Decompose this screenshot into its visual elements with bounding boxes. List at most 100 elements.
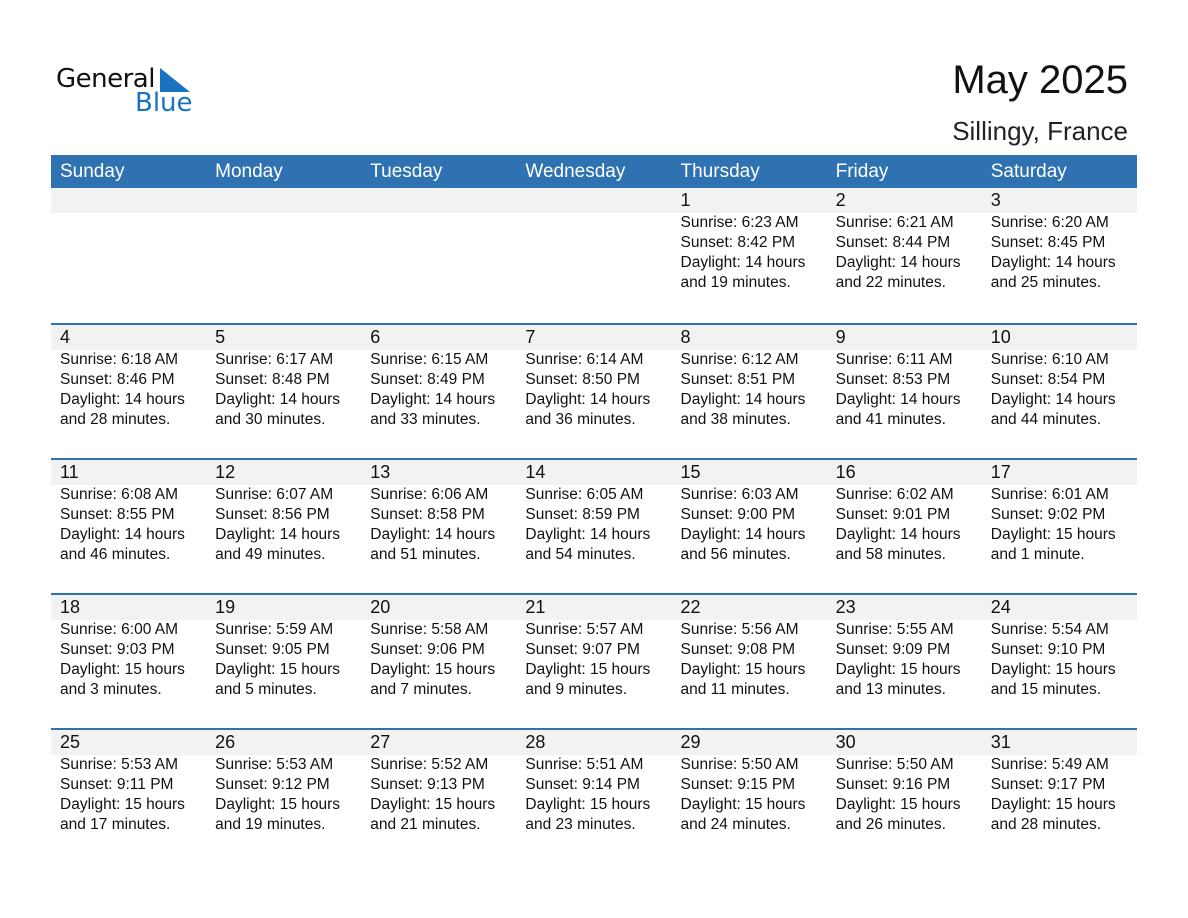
day-cell: 1 Sunrise: 6:23 AM Sunset: 8:42 PM Daylight… [672,188,827,323]
day-cell: 15 Sunrise: 6:03 AM Sunset: 9:00 PM Dayligh… [672,460,827,593]
day-number: 11 [60,462,79,482]
daylight-minutes-text: and 15 minutes. [990,681,1102,698]
sunset-text: Sunset: 8:54 PM [990,371,1106,388]
daylight-minutes-text: and 25 minutes. [990,274,1102,291]
sunset-text: Sunset: 9:10 PM [990,641,1106,658]
day-info: Sunrise: 5:59 AM Sunset: 9:05 PM Daylight:… [215,620,361,700]
day-number: 27 [370,732,391,752]
sunset-text: Sunset: 9:00 PM [680,506,796,523]
day-info: Sunrise: 6:17 AM Sunset: 8:48 PM Daylight:… [215,350,361,430]
daylight-minutes-text: and 24 minutes. [680,816,791,833]
day-number: 20 [370,597,391,617]
day-number: 7 [525,327,536,347]
daylight-minutes-text: and 28 minutes. [60,411,171,428]
day-cell: 13 Sunrise: 6:06 AM Sunset: 8:58 PM Dayligh… [361,460,516,593]
sunrise-text: Sunrise: 6:18 AM [60,351,179,368]
day-cell: 3 Sunrise: 6:20 AM Sunset: 8:45 PM Daylight… [982,188,1137,323]
daylight-text: Daylight: 14 hours [835,391,961,408]
day-info: Sunrise: 5:53 AM Sunset: 9:12 PM Daylight:… [215,755,361,835]
day-info: Sunrise: 5:55 AM Sunset: 9:09 PM Daylight:… [836,620,982,700]
day-cell: 29 Sunrise: 5:50 AM Sunset: 9:15 PM Dayligh… [672,730,827,863]
day-cell: 23 Sunrise: 5:55 AM Sunset: 9:09 PM Dayligh… [827,595,982,728]
daylight-text: Daylight: 15 hours [835,796,961,813]
day-cell: 26 Sunrise: 5:53 AM Sunset: 9:12 PM Dayligh… [206,730,361,863]
weekday-monday: Monday [215,161,283,182]
sunset-text: Sunset: 9:09 PM [835,641,951,658]
daylight-text: Daylight: 15 hours [990,796,1116,813]
calendar-week: 4 Sunrise: 6:18 AM Sunset: 8:46 PM Daylight… [51,323,1137,458]
weekday-thursday: Thursday [680,161,760,182]
weekday-tuesday: Tuesday [370,161,443,182]
sunrise-text: Sunrise: 6:23 AM [680,214,799,231]
day-info: Sunrise: 6:07 AM Sunset: 8:56 PM Daylight:… [215,485,361,565]
daylight-text: Daylight: 15 hours [370,661,496,678]
calendar: Sunday Monday Tuesday Wednesday Thursday… [51,155,1137,863]
day-number: 8 [680,327,691,347]
daylight-minutes-text: and 30 minutes. [215,411,326,428]
day-info: Sunrise: 6:00 AM Sunset: 9:03 PM Daylight:… [60,620,206,700]
sunset-text: Sunset: 8:48 PM [215,371,330,388]
daylight-text: Daylight: 14 hours [835,254,961,271]
sunrise-text: Sunrise: 6:06 AM [370,486,489,503]
day-cell: 30 Sunrise: 5:50 AM Sunset: 9:16 PM Dayligh… [827,730,982,863]
day-cell: 28 Sunrise: 5:51 AM Sunset: 9:14 PM Dayligh… [516,730,671,863]
day-number: 12 [215,462,236,482]
logo-text-blue: Blue [135,88,193,118]
daylight-minutes-text: and 21 minutes. [370,816,481,833]
day-info: Sunrise: 6:11 AM Sunset: 8:53 PM Daylight:… [836,350,982,430]
day-number: 30 [835,732,856,752]
sunset-text: Sunset: 9:06 PM [370,641,485,658]
daylight-text: Daylight: 14 hours [680,254,806,271]
day-info: Sunrise: 6:10 AM Sunset: 8:54 PM Daylight:… [991,350,1137,430]
daylight-text: Daylight: 15 hours [835,661,961,678]
calendar-week: 25 Sunrise: 5:53 AM Sunset: 9:11 PM Dayligh… [51,728,1137,863]
day-cell: 25 Sunrise: 5:53 AM Sunset: 9:11 PM Dayligh… [51,730,206,863]
day-info: Sunrise: 5:58 AM Sunset: 9:06 PM Daylight:… [370,620,516,700]
day-cell: 4 Sunrise: 6:18 AM Sunset: 8:46 PM Daylight… [51,325,206,458]
day-number: 3 [990,190,1001,210]
sunrise-text: Sunrise: 5:57 AM [525,621,644,638]
sunset-text: Sunset: 8:59 PM [525,506,640,523]
day-number: 25 [60,732,81,752]
daylight-text: Daylight: 15 hours [680,796,806,813]
day-info: Sunrise: 6:21 AM Sunset: 8:44 PM Daylight:… [836,213,982,293]
daylight-minutes-text: and 19 minutes. [215,816,326,833]
sunset-text: Sunset: 9:02 PM [990,506,1106,523]
day-cell: 21 Sunrise: 5:57 AM Sunset: 9:07 PM Dayligh… [516,595,671,728]
sunset-text: Sunset: 9:14 PM [525,776,640,793]
day-number: 6 [370,327,381,347]
sunrise-text: Sunrise: 5:54 AM [990,621,1109,638]
day-number: 9 [835,327,846,347]
weekday-wednesday: Wednesday [525,161,626,182]
sunrise-text: Sunrise: 6:12 AM [680,351,799,368]
weekday-saturday: Saturday [990,161,1067,182]
sunrise-text: Sunrise: 6:11 AM [835,351,953,368]
day-number: 24 [990,597,1011,617]
daylight-minutes-text: and 19 minutes. [680,274,791,291]
daylight-minutes-text: and 58 minutes. [835,546,946,563]
daylight-text: Daylight: 15 hours [525,661,651,678]
day-info: Sunrise: 6:23 AM Sunset: 8:42 PM Daylight:… [681,213,827,293]
sunrise-text: Sunrise: 5:50 AM [835,756,954,773]
day-info: Sunrise: 6:14 AM Sunset: 8:50 PM Daylight:… [525,350,671,430]
day-cell: 20 Sunrise: 5:58 AM Sunset: 9:06 PM Dayligh… [361,595,516,728]
sunrise-text: Sunrise: 6:21 AM [835,214,954,231]
daylight-minutes-text: and 26 minutes. [835,816,946,833]
date-band [51,188,1137,213]
sunrise-text: Sunrise: 6:02 AM [835,486,954,503]
daylight-minutes-text: and 11 minutes. [680,681,790,698]
day-cell: 2 Sunrise: 6:21 AM Sunset: 8:44 PM Daylight… [827,188,982,323]
daylight-text: Daylight: 14 hours [60,391,185,408]
daylight-minutes-text: and 51 minutes. [370,546,481,563]
sunrise-text: Sunrise: 5:50 AM [680,756,799,773]
day-number: 15 [680,462,701,482]
daylight-text: Daylight: 15 hours [990,526,1116,543]
day-cell: 22 Sunrise: 5:56 AM Sunset: 9:08 PM Dayligh… [672,595,827,728]
sunset-text: Sunset: 9:17 PM [990,776,1106,793]
sunrise-text: Sunrise: 6:08 AM [60,486,179,503]
daylight-minutes-text: and 46 minutes. [60,546,171,563]
day-info: Sunrise: 6:12 AM Sunset: 8:51 PM Daylight:… [681,350,827,430]
daylight-text: Daylight: 15 hours [215,796,341,813]
logo: General Blue [56,64,196,120]
sunset-text: Sunset: 9:08 PM [680,641,796,658]
